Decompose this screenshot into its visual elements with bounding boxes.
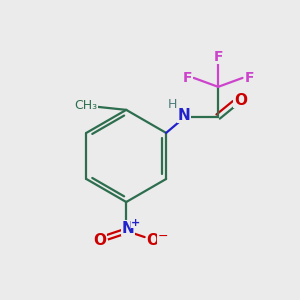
Text: H: H [167, 98, 177, 111]
Text: N: N [178, 108, 190, 123]
Text: F: F [182, 71, 192, 85]
Text: O: O [146, 233, 160, 248]
Text: F: F [213, 50, 223, 64]
Text: CH₃: CH₃ [74, 99, 97, 112]
Text: +: + [131, 218, 140, 228]
Text: F: F [244, 71, 254, 85]
Text: O: O [93, 233, 106, 248]
Text: N: N [121, 221, 134, 236]
Text: −: − [157, 230, 168, 243]
Text: O: O [234, 93, 247, 108]
